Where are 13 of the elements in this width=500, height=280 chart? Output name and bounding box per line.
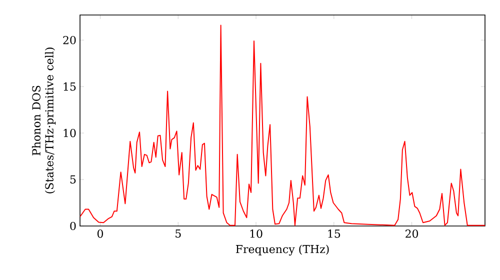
x-tick-label: 15	[328, 230, 340, 238]
y-tick-label: 5	[70, 175, 76, 184]
x-axis-title: Frequency (THz)	[236, 244, 329, 256]
line-series	[80, 24, 485, 226]
y-tick-label: 15	[64, 82, 76, 91]
y-axis-title: Phonon DOS (States/THz·primitive cell)	[32, 48, 56, 194]
x-tick-label: 5	[176, 230, 181, 238]
x-tick-label: 20	[406, 230, 418, 238]
x-tick-label: 0	[97, 230, 104, 238]
x-tick-label: 10	[250, 230, 262, 238]
y-tick-label: 10	[64, 128, 76, 138]
y-tick-label: 0	[70, 222, 76, 230]
y-tick-label: 20	[63, 36, 76, 44]
